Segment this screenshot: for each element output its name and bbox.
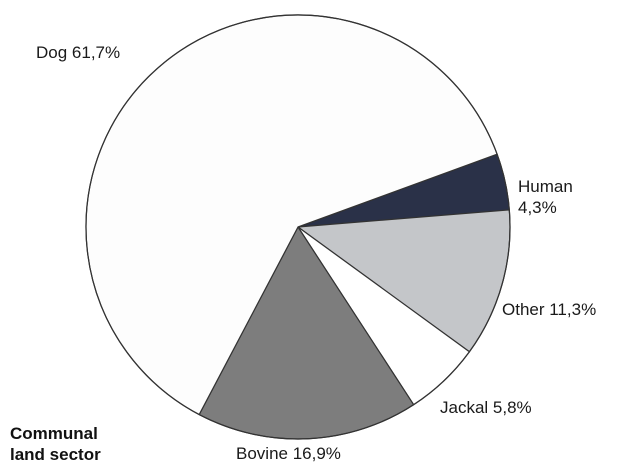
slice-labels: Human 4,3% Other 11,3% Jackal 5,8% Bovine 16…	[36, 43, 596, 462]
chart-title-line-1: Communal	[10, 424, 98, 443]
slice-label-dog: Dog 61,7%	[36, 43, 120, 62]
slice-label-line: Jackal 5,8%	[440, 398, 532, 417]
slice-label-other: Other 11,3%	[502, 300, 596, 319]
slice-label-line: Other 11,3%	[502, 300, 596, 319]
slice-label-line: 4,3%	[518, 198, 557, 217]
slice-label-line: Bovine 16,9%	[236, 444, 341, 462]
pie-slices	[85, 14, 511, 440]
slice-label-human: Human 4,3%	[518, 177, 573, 217]
slice-label-line: Dog 61,7%	[36, 43, 120, 62]
pie-outline	[85, 14, 511, 440]
chart-title-line-2: land sector	[10, 445, 101, 462]
slice-label-line: Human	[518, 177, 573, 196]
chart-title: Communal land sector	[10, 424, 103, 462]
slice-label-bovine: Bovine 16,9%	[236, 444, 341, 462]
slice-label-jackal: Jackal 5,8%	[440, 398, 532, 417]
